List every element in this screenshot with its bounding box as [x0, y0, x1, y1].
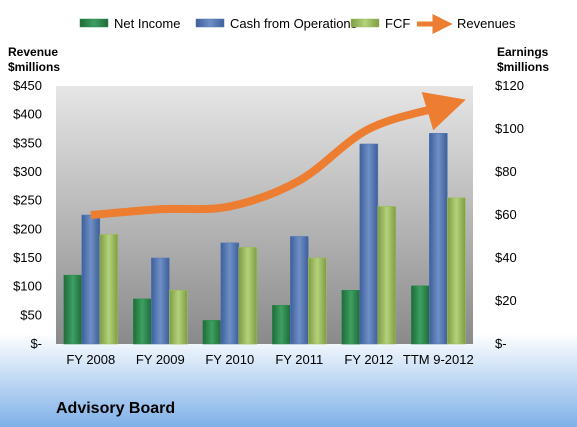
brand-label: Advisory Board [56, 400, 175, 417]
bar-net-income-fy-2012 [341, 289, 361, 345]
right-tick-label: $80 [495, 164, 517, 179]
bar-net-income-fy-2010 [202, 320, 222, 345]
bar-net-income-fy-2011 [271, 304, 291, 345]
x-axis-ticks: FY 2008 FY 2009 FY 2010 FY 2011 FY 2012 TTM 9… [66, 352, 473, 367]
legend: Net Income Cash from Operations FCF Revenue… [79, 14, 516, 34]
right-tick-label: $120 [495, 78, 524, 93]
x-tick-label-fy-2008: FY 2008 [66, 352, 115, 367]
bar-fcf-fy-2012 [377, 206, 397, 345]
x-tick-label-ttm-9-2012: TTM 9-2012 [403, 352, 474, 367]
left-tick-label: $- [30, 336, 42, 351]
bar-cash-from-operations-fy-2012 [359, 143, 379, 345]
bar-fcf-fy-2008 [99, 234, 119, 345]
legend-label-net-income: Net Income [114, 16, 180, 31]
right-tick-label: $40 [495, 250, 517, 265]
bar-cash-from-operations-fy-2010 [220, 242, 240, 345]
left-tick-label: $300 [13, 164, 42, 179]
right-axis-title-line1: Earnings [497, 45, 549, 59]
x-tick-label-fy-2011: FY 2011 [275, 352, 323, 367]
bar-cash-from-operations-ttm-9-2012 [428, 133, 448, 345]
x-tick-label-fy-2012: FY 2012 [344, 352, 393, 367]
right-axis-title-line2: $millions [497, 60, 549, 74]
bar-fcf-fy-2010 [238, 247, 258, 345]
legend-label-fcf: FCF [385, 16, 410, 31]
bar-fcf-ttm-9-2012 [446, 197, 466, 345]
bar-net-income-ttm-9-2012 [410, 285, 430, 345]
legend-label-revenues: Revenues [457, 16, 516, 31]
left-tick-label: $250 [13, 193, 42, 208]
left-tick-label: $450 [13, 78, 42, 93]
left-axis-title-line2: $millions [8, 60, 60, 74]
bar-cash-from-operations-fy-2008 [81, 214, 101, 345]
right-tick-label: $20 [495, 293, 517, 308]
left-axis-ticks: $- $50 $100 $150 $200 $250 $300 $350 $400 $450 [13, 78, 42, 351]
left-tick-label: $350 [13, 135, 42, 150]
x-tick-label-fy-2009: FY 2009 [136, 352, 185, 367]
x-tick-label-fy-2010: FY 2010 [205, 352, 254, 367]
left-tick-label: $100 [13, 279, 42, 294]
left-tick-label: $50 [20, 307, 42, 322]
right-tick-label: $- [495, 336, 507, 351]
right-tick-label: $100 [495, 121, 524, 136]
left-tick-label: $150 [13, 250, 42, 265]
left-axis-title-line1: Revenue [8, 45, 58, 59]
left-tick-label: $400 [13, 107, 42, 122]
right-axis-ticks: $- $20 $40 $60 $80 $100 $120 [495, 78, 524, 351]
legend-swatch-fcf [350, 18, 380, 28]
revenue-line [90, 92, 466, 219]
bar-cash-from-operations-fy-2009 [151, 257, 170, 345]
bar-fcf-fy-2011 [307, 257, 327, 345]
bar-fcf-fy-2009 [169, 289, 188, 345]
right-tick-label: $60 [495, 207, 517, 222]
legend-swatch-cash-from-operations [195, 18, 225, 28]
revenue-line-group [90, 92, 466, 219]
bar-net-income-fy-2008 [63, 274, 83, 345]
bar-cash-from-operations-fy-2011 [289, 236, 309, 345]
bar-group [63, 133, 466, 345]
left-tick-label: $200 [13, 221, 42, 236]
bar-net-income-fy-2009 [133, 298, 152, 345]
legend-label-cash-from-operations: Cash from Operations [230, 16, 358, 31]
legend-swatch-net-income [79, 18, 109, 28]
